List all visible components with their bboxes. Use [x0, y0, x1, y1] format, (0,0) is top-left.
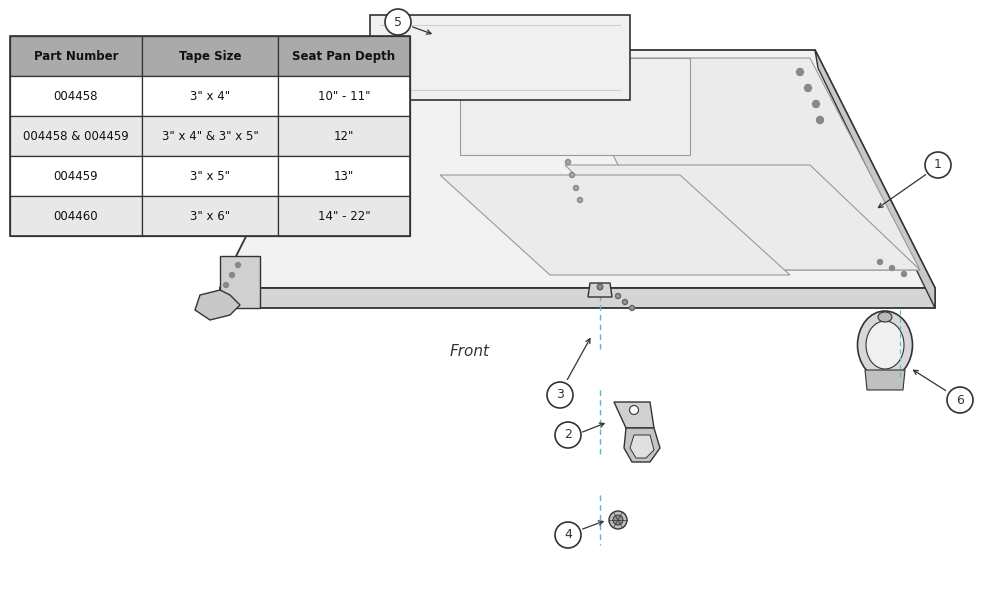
Circle shape [385, 9, 411, 35]
Bar [142, 76, 278, 116]
Text: 10" - 11": 10" - 11" [318, 90, 370, 103]
Polygon shape [370, 15, 630, 100]
Circle shape [555, 522, 581, 548]
Text: 3" x 6": 3" x 6" [190, 210, 230, 223]
Text: Seat Pan Depth: Seat Pan Depth [292, 49, 396, 63]
Text: 004458 & 004459: 004458 & 004459 [23, 130, 129, 143]
Bar [10, 156, 142, 196]
Circle shape [574, 186, 578, 191]
Bar [10, 116, 142, 156]
Circle shape [230, 273, 234, 277]
Circle shape [816, 116, 824, 124]
Circle shape [224, 282, 228, 288]
Circle shape [890, 265, 895, 271]
Circle shape [630, 306, 635, 311]
Text: 3" x 4" & 3" x 5": 3" x 4" & 3" x 5" [162, 130, 258, 143]
Circle shape [555, 422, 581, 448]
Text: 004459: 004459 [54, 169, 98, 183]
Circle shape [902, 271, 906, 277]
Circle shape [622, 300, 628, 305]
Polygon shape [624, 428, 660, 462]
Polygon shape [588, 283, 612, 297]
Ellipse shape [878, 312, 892, 322]
Bar [10, 196, 142, 236]
Bar [142, 156, 278, 196]
Polygon shape [220, 288, 935, 308]
Text: 6: 6 [956, 394, 964, 406]
Polygon shape [614, 402, 654, 428]
Bar [10, 76, 142, 116]
Bar [278, 156, 410, 196]
Circle shape [812, 101, 820, 107]
Bar [278, 76, 410, 116]
Text: Part Number: Part Number [34, 49, 118, 63]
Circle shape [947, 387, 973, 413]
Bar [278, 196, 410, 236]
Bar [10, 36, 142, 76]
Ellipse shape [866, 321, 904, 369]
Text: 2: 2 [564, 429, 572, 441]
Text: 3" x 5": 3" x 5" [190, 169, 230, 183]
Text: 13": 13" [334, 169, 354, 183]
Circle shape [236, 262, 240, 268]
Bar [142, 36, 278, 76]
Polygon shape [195, 290, 240, 320]
Circle shape [613, 515, 623, 525]
Circle shape [578, 198, 582, 203]
Text: Front: Front [450, 344, 490, 359]
Circle shape [566, 160, 570, 165]
Text: 3" x 4": 3" x 4" [190, 90, 230, 103]
Circle shape [597, 284, 603, 290]
Text: 14" - 22": 14" - 22" [318, 210, 370, 223]
Circle shape [630, 405, 639, 414]
Circle shape [878, 259, 883, 265]
Polygon shape [460, 58, 690, 155]
Polygon shape [565, 58, 920, 270]
Bar [142, 116, 278, 156]
Polygon shape [565, 165, 920, 270]
Circle shape [796, 69, 804, 75]
Text: 4: 4 [564, 528, 572, 541]
Text: 12": 12" [334, 130, 354, 143]
Polygon shape [220, 50, 935, 288]
Ellipse shape [858, 311, 912, 379]
Text: 3: 3 [556, 388, 564, 402]
Circle shape [547, 382, 573, 408]
Circle shape [570, 172, 574, 177]
Bar [10, 36, 410, 236]
Polygon shape [815, 50, 935, 308]
Polygon shape [865, 370, 905, 390]
Text: 004458: 004458 [54, 90, 98, 103]
Circle shape [804, 84, 812, 92]
Polygon shape [630, 435, 654, 458]
Bar [142, 196, 278, 236]
Circle shape [925, 152, 951, 178]
Bar [278, 36, 410, 76]
Text: 5: 5 [394, 16, 402, 28]
Circle shape [616, 294, 620, 298]
Text: 004460: 004460 [54, 210, 98, 223]
Text: 1: 1 [934, 159, 942, 171]
Circle shape [609, 511, 627, 529]
Polygon shape [220, 256, 260, 308]
Polygon shape [440, 175, 790, 275]
Bar [278, 116, 410, 156]
Text: Tape Size: Tape Size [179, 49, 241, 63]
